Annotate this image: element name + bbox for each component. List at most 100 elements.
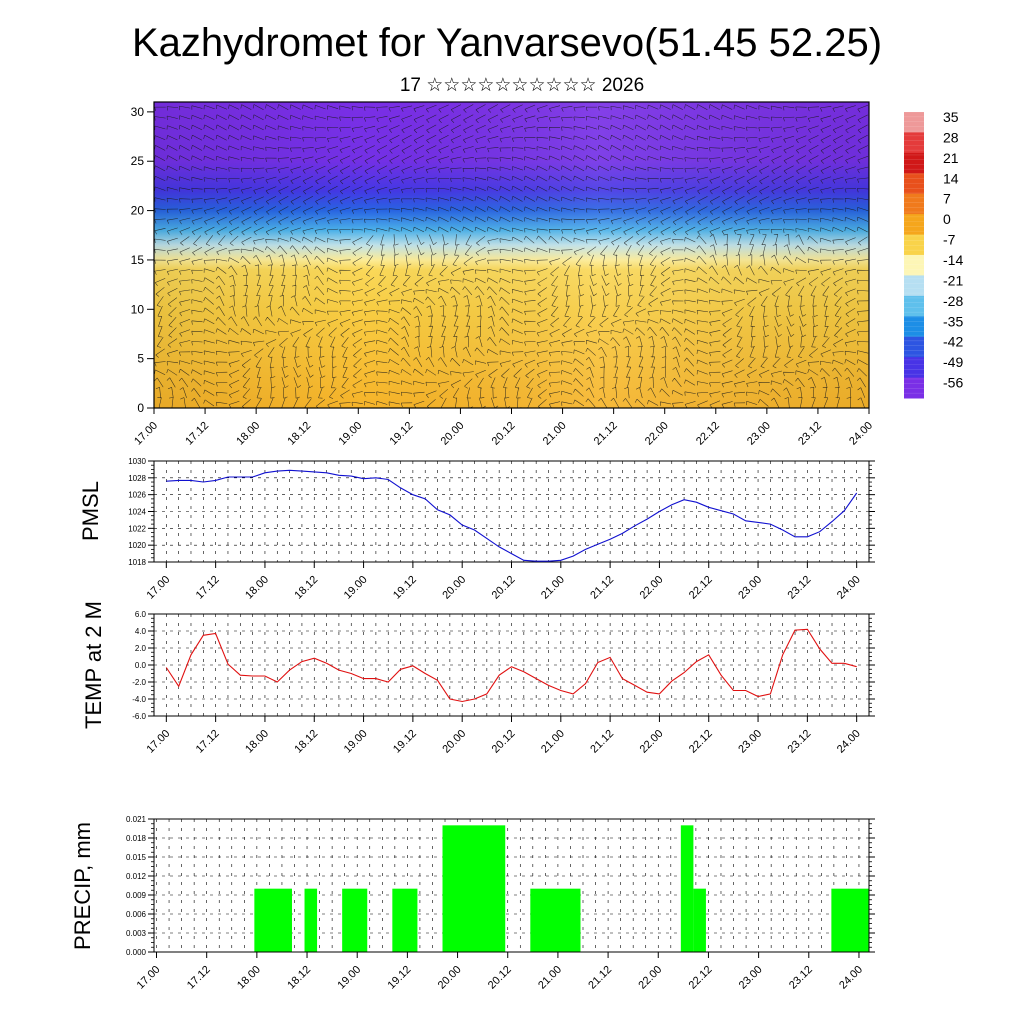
cross-section-y-tick-label: 5	[137, 352, 144, 366]
x-tick-label: 24.00	[835, 574, 863, 602]
x-tick-label: 22.12	[687, 574, 715, 602]
pmsl-line	[166, 469, 858, 562]
colorbar-swatch	[904, 377, 924, 399]
y-tick-label: 1028	[128, 474, 146, 483]
colorbar-label: -42	[943, 334, 963, 350]
precip-bar	[254, 888, 292, 952]
y-tick-label: 1022	[128, 524, 146, 533]
x-tick-label: 19.12	[388, 420, 416, 448]
cross-section-x-axis: 17.00 17.12 18.00 18.12 19.00 19.12 20.00 20.12…	[132, 408, 875, 448]
x-tick-label: 24.00	[847, 420, 875, 448]
x-tick-label: 22.00	[638, 728, 666, 756]
cross-section-y-tick-label: 25	[131, 154, 145, 168]
y-tick-label: 0.006	[126, 910, 147, 919]
x-tick-label: 18.12	[285, 420, 313, 448]
colorbar-swatch	[904, 295, 924, 317]
x-tick-label: 19.00	[336, 420, 364, 448]
cross-section-panel: 0 5 10 15 20 25 30 17.00 17.12 18.00 18.12 19.00 19…	[131, 101, 875, 448]
x-tick-label: 21.12	[588, 574, 616, 602]
y-tick-label: 1030	[128, 457, 146, 466]
x-tick-label: 22.00	[643, 420, 671, 448]
colorbar-label: -14	[943, 252, 963, 268]
wind-barb-field	[154, 104, 869, 408]
x-tick-label: 21.00	[539, 574, 567, 602]
x-tick-label: 20.12	[486, 964, 514, 992]
x-tick-label: 17.12	[194, 574, 222, 602]
colorbar-swatch	[904, 336, 924, 358]
pmsl-frame	[153, 460, 870, 563]
colorbar-swatch	[904, 132, 924, 154]
colorbar-label: 21	[943, 150, 959, 166]
precip-x-axis: 17.00 17.12 18.00 18.12 19.00 19.12 20.00 20.12…	[135, 952, 865, 992]
y-tick-label: 2.0	[135, 644, 147, 653]
y-tick-label: 0.009	[126, 891, 147, 900]
temp-grid	[154, 613, 869, 717]
x-tick-label: 20.00	[440, 574, 468, 602]
y-tick-label: 6.0	[135, 610, 147, 619]
precip-bar	[442, 825, 506, 952]
precip-ylabel: PRECIP, mm	[70, 822, 95, 950]
x-tick-label: 19.00	[342, 728, 370, 756]
y-tick-label: 4.0	[135, 627, 147, 636]
x-tick-label: 23.12	[787, 964, 815, 992]
x-tick-label: 17.12	[183, 420, 211, 448]
colorbar-label: 28	[943, 129, 959, 145]
y-tick-label: -6.0	[132, 712, 146, 721]
cross-section-y-tick-label: 10	[131, 302, 145, 316]
x-tick-label: 21.12	[586, 964, 614, 992]
x-tick-label: 22.00	[636, 964, 664, 992]
x-tick-label: 20.12	[490, 420, 518, 448]
x-tick-label: 21.00	[536, 964, 564, 992]
x-tick-label: 22.00	[638, 574, 666, 602]
colorbar-label: -28	[943, 293, 963, 309]
cross-section-y-tick-label: 20	[131, 204, 145, 218]
x-tick-label: 21.00	[539, 728, 567, 756]
colorbar-swatch	[904, 275, 924, 297]
x-tick-label: 24.00	[837, 964, 865, 992]
x-tick-label: 20.00	[440, 728, 468, 756]
x-tick-label: 18.12	[292, 574, 320, 602]
temp-series	[165, 628, 857, 703]
colorbar-swatch	[904, 255, 924, 276]
x-tick-label: 17.12	[185, 964, 213, 992]
y-tick-label: 0.021	[126, 815, 147, 824]
x-tick-label: 18.00	[243, 728, 271, 756]
x-tick-label: 20.00	[436, 964, 464, 992]
x-tick-label: 19.00	[342, 574, 370, 602]
colorbar-swatch	[904, 214, 924, 236]
precip-bar	[342, 888, 368, 952]
y-tick-label: 1026	[128, 491, 146, 500]
temperature-field-shade	[154, 102, 869, 408]
colorbar-swatch	[904, 316, 924, 338]
temp-panel: -6.0 -4.0 -2.0 0.0 2.0 4.0 6.0 17.00 17.12 18.00…	[81, 601, 875, 756]
x-tick-label: 18.12	[285, 964, 313, 992]
x-tick-label: 23.00	[736, 574, 764, 602]
x-tick-label: 22.12	[687, 728, 715, 756]
x-tick-label: 23.00	[736, 728, 764, 756]
x-tick-label: 21.12	[588, 728, 616, 756]
x-tick-label: 24.00	[835, 728, 863, 756]
colorbar-label: 7	[943, 191, 951, 207]
colorbar-label: -49	[943, 354, 963, 370]
x-tick-label: 22.12	[694, 420, 722, 448]
cross-section-y-tick-label: 30	[131, 105, 145, 119]
precip-bars	[254, 825, 869, 952]
x-tick-label: 19.00	[335, 964, 363, 992]
x-tick-label: 20.12	[490, 728, 518, 756]
x-tick-label: 17.00	[144, 574, 172, 602]
x-tick-label: 18.00	[243, 574, 271, 602]
pmsl-y-axis: 1018 1020 1022 1024 1026 1028 1030	[128, 457, 875, 567]
x-tick-label: 23.12	[796, 420, 824, 448]
pmsl-x-axis: 17.00 17.12 18.00 18.12 19.00 19.12 20.00 20.12…	[144, 562, 863, 602]
precip-bar	[693, 888, 706, 952]
pmsl-grid	[154, 460, 869, 563]
x-tick-label: 17.00	[144, 728, 172, 756]
colorbar-swatch	[904, 152, 924, 174]
x-tick-label: 23.00	[745, 420, 773, 448]
colorbar-label: -56	[943, 375, 963, 391]
colorbar-label: 35	[943, 109, 959, 125]
temp-frame	[153, 613, 870, 717]
precip-bar	[304, 888, 318, 952]
